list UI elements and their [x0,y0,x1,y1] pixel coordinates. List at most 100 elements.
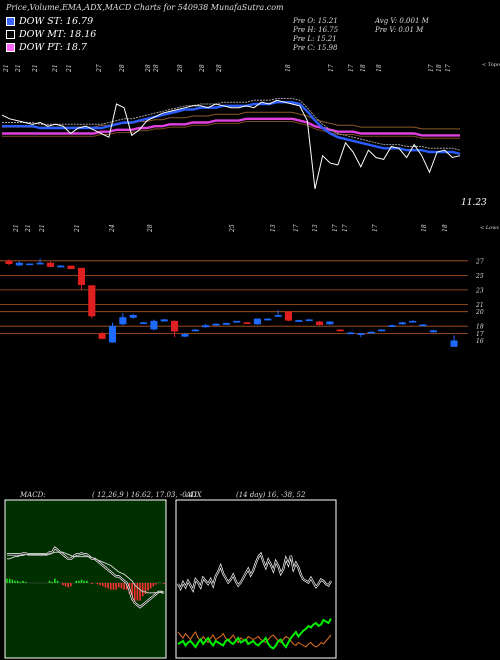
top-date-label: 18 [436,64,443,72]
mid-date-label: 25 [229,224,236,233]
candle-body [46,262,54,267]
candle-body [222,323,230,325]
legend-label-mt: DOW MT: 18.16 [19,29,97,40]
candle-body [15,262,23,266]
candle-body [326,321,334,325]
candle-body [119,317,127,325]
candle-body [181,333,189,337]
legend-dow-st: DOW ST: 16.79 [6,16,93,27]
price-axis-tick: 16 [476,338,484,345]
macd-params: ( 12,26,9 ) 16.62, 17.03, -0.41 [92,491,198,499]
macd-signal-line [7,551,164,594]
top-date-label: 18 [376,64,383,72]
top-date-label: 17 [328,64,335,72]
legend-swatch-mt [6,30,15,39]
mid-date-label: 21 [39,224,46,233]
legend-label-st: DOW ST: 16.79 [19,16,94,27]
candle-body [98,333,106,339]
candle-body [212,323,220,326]
candle-body [315,321,324,325]
candle-body [36,262,44,265]
mid-side-label: < Lows [480,225,499,231]
candle-body [284,311,292,321]
legend-dow-mt: DOW MT: 18.16 [6,29,96,40]
top-date-label: 27 [96,64,103,73]
adx-title: ADX [186,491,202,499]
candle-body [409,320,417,323]
adx-minus-di-line [177,631,332,648]
mid-date-label: 18 [442,224,449,232]
top-date-label: 28 [145,64,152,73]
candle-body [398,322,406,325]
candle-body [129,315,137,318]
stat-pre-close: Pre C: 15.98 [293,44,338,52]
candle-body [274,315,282,317]
top-date-label: 21 [3,64,10,73]
price-line [1,99,461,190]
candle-body [140,322,148,325]
mid-date-label: 24 [109,224,116,233]
candle-body [378,329,386,332]
mid-date-label: 13 [312,224,319,232]
price-axis-tick: 17 [476,331,484,338]
stat-pre-low: Pre L: 15.21 [293,35,337,43]
candle-body [108,325,117,343]
adx-params: (14 day) 16, -38, 52 [236,491,306,499]
mid-date-label: 18 [421,224,428,232]
candle-body [357,333,365,335]
top-date-label: 28 [119,64,126,73]
chart-title-text: Price,Volume,EMA,ADX,MACD Charts for 540… [6,3,209,12]
candle-body [295,320,303,322]
top-date-label: 17 [348,64,355,72]
top-date-label: 28 [153,64,160,73]
ema-long-lower-line [2,121,460,139]
candle-body [88,285,96,317]
stat-pre-volume: Pre V: 0.01 M [375,26,424,34]
mid-date-label: 17 [372,224,379,232]
adx-line [177,553,332,592]
top-date-label: 21 [52,64,59,73]
candle-body [347,332,355,335]
mid-date-label: 21 [74,224,81,233]
top-date-label: 18 [360,64,367,72]
candle-body [191,329,199,332]
mid-date-label: 21 [13,224,20,233]
legend-dow-pt: DOW PT: 18.7 [6,42,87,53]
ema-mid-line [2,98,461,151]
candle-body [67,265,75,270]
top-date-label: 21 [32,64,39,73]
top-side-label: < Topo [482,62,500,68]
mid-date-label: 17 [332,224,339,232]
mid-date-label: 13 [270,224,277,232]
mid-date-label: 17 [293,224,300,232]
chart-title: Price,Volume,EMA,ADX,MACD Charts for 540… [6,3,284,12]
price-axis-tick: 18 [476,324,484,331]
candle-body [150,320,158,330]
ema-long-line [2,117,460,137]
price-axis-tick: 23 [475,287,484,294]
price-axis-tick: 25 [475,273,484,280]
top-date-label: 17 [428,64,435,72]
top-date-label: 18 [285,64,292,72]
candle-body [26,263,34,266]
candle-body [77,267,86,286]
candle-body [233,320,241,323]
candle-body [336,329,344,332]
candle-body [429,330,437,333]
legend-label-pt: DOW PT: 18.7 [19,42,87,53]
candle-body [264,318,272,321]
mid-date-label: 28 [147,224,154,233]
mid-date-label: 21 [25,224,32,233]
stat-pre-open: Pre O: 15.21 [293,17,338,25]
candle-body [450,340,458,347]
top-date-label: 21 [66,64,73,73]
candle-body [5,260,13,264]
mid-date-label: 17 [342,224,349,232]
stat-pre-high: Pre H: 16.75 [293,26,339,34]
candle-body [202,325,210,328]
top-date-label: 28 [177,64,184,73]
candle-body [388,325,396,327]
candle-body [57,265,65,268]
last-price-label: 11.23 [461,198,487,208]
price-axis-tick: 20 [475,309,484,316]
